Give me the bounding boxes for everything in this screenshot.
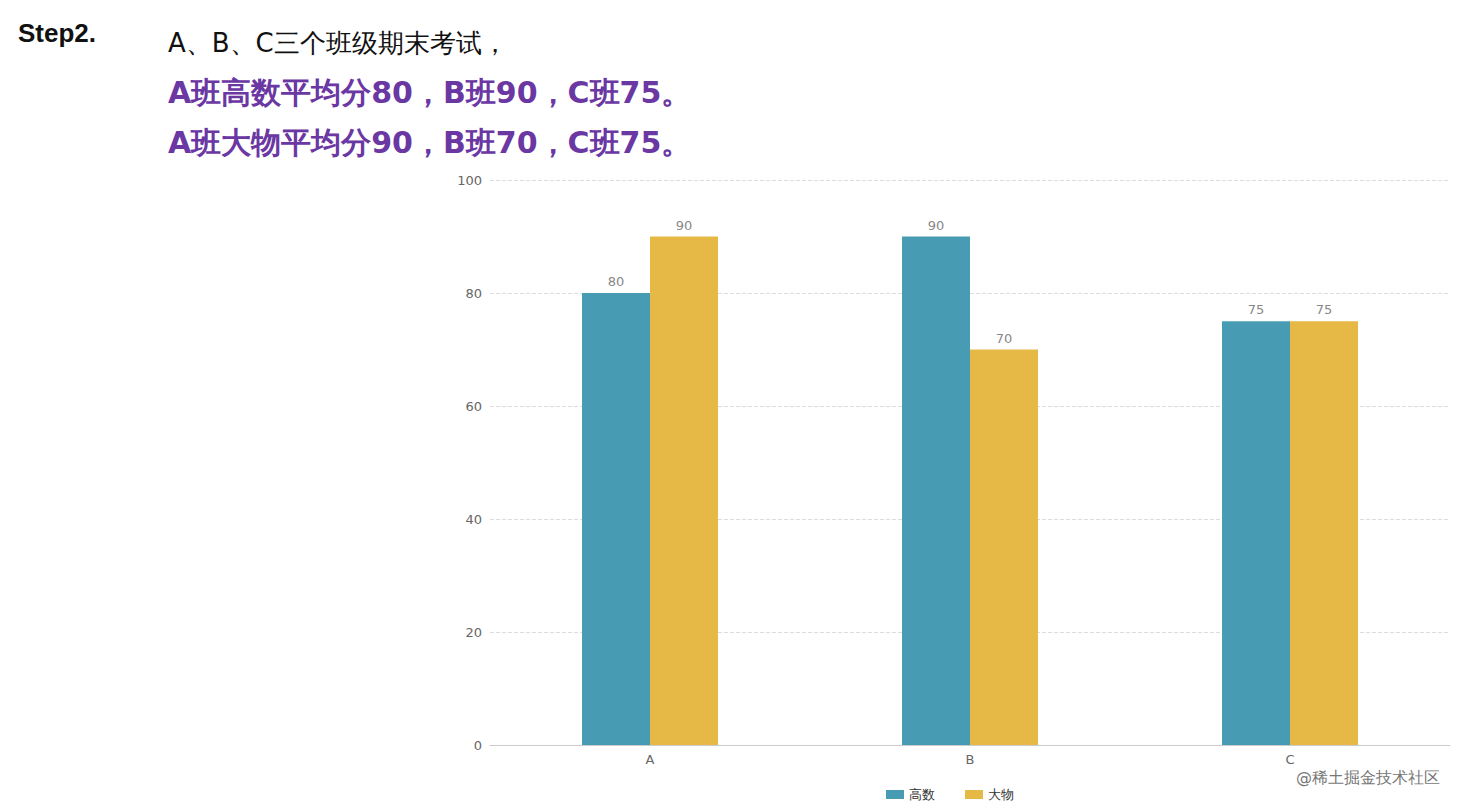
svg-text:40: 40 xyxy=(465,512,482,527)
html-text:@稀土掘金技术社区: @稀土掘金技术社区 xyxy=(1296,768,1440,787)
html-text:A班高数平均分80，B班90，C班75。: A班高数平均分80，B班90，C班75。 xyxy=(168,75,692,110)
svg-text:70: 70 xyxy=(996,331,1013,346)
svg-text:B: B xyxy=(966,752,975,767)
html-text:A班大物平均分90，B班70，C班75。: A班大物平均分90，B班70，C班75。 xyxy=(168,125,692,160)
svg-text:C: C xyxy=(1285,752,1294,767)
svg-text:0: 0 xyxy=(474,738,482,753)
svg-text:75: 75 xyxy=(1248,302,1265,317)
svg-text:100: 100 xyxy=(457,173,482,188)
svg-text:高数: 高数 xyxy=(909,787,935,802)
html-text:Step2.: Step2. xyxy=(18,18,96,48)
svg-text:大物: 大物 xyxy=(988,787,1014,802)
svg-text:90: 90 xyxy=(676,218,693,233)
svg-text:80: 80 xyxy=(608,274,625,289)
svg-text:75: 75 xyxy=(1316,302,1333,317)
svg-text:80: 80 xyxy=(465,286,482,301)
html-text:A、B、C三个班级期末考试，: A、B、C三个班级期末考试， xyxy=(168,28,508,58)
svg-text:20: 20 xyxy=(465,625,482,640)
svg-text:90: 90 xyxy=(928,218,945,233)
svg-text:60: 60 xyxy=(465,399,482,414)
svg-text:A: A xyxy=(646,752,655,767)
